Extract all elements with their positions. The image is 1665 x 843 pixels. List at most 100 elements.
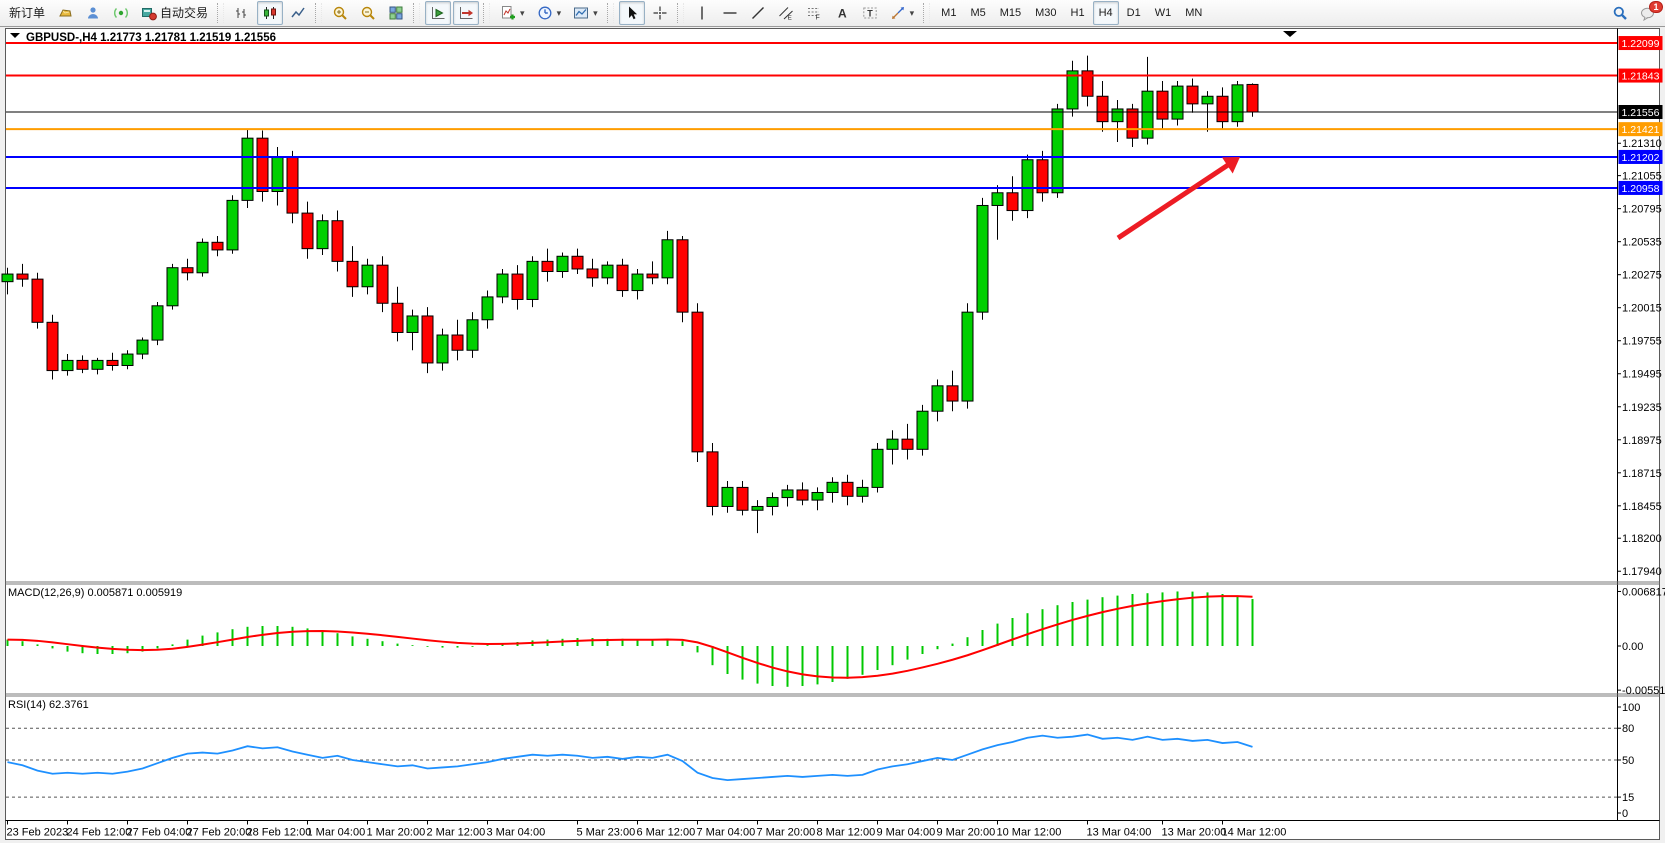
auto-scroll-icon: [430, 5, 446, 21]
time-tick-label: 3 Mar 04:00: [487, 827, 546, 839]
candle-body: [481, 296, 494, 321]
chart-shift-marker-icon[interactable]: [1283, 31, 1297, 37]
cursor-icon: [624, 5, 640, 21]
zoom-out-button[interactable]: [355, 1, 381, 25]
tf-m15-button[interactable]: M15: [994, 1, 1027, 25]
channel-button[interactable]: E: [773, 1, 799, 25]
price-badge-label: 1.21421: [1622, 124, 1660, 136]
candle-body: [571, 255, 584, 270]
candle-body: [616, 264, 629, 292]
candle-body: [361, 264, 374, 288]
bar-chart-button[interactable]: [229, 1, 255, 25]
new-order-button[interactable]: 新订单: [4, 1, 50, 25]
candle-body: [1171, 85, 1184, 120]
candle: [1201, 91, 1214, 132]
tf-m30-button[interactable]: M30: [1029, 1, 1062, 25]
text-button[interactable]: A: [829, 1, 855, 25]
price-badge: 1.20958: [1618, 180, 1663, 195]
candle: [226, 195, 239, 254]
time-tick-label: 8 Mar 12:00: [817, 827, 876, 839]
candle: [1021, 154, 1034, 219]
tile-windows-button[interactable]: [383, 1, 409, 25]
price-badge-label: 1.20958: [1622, 183, 1660, 195]
tf-mn-button[interactable]: MN: [1179, 1, 1208, 25]
main-toolbar: 新订单 自动交易 ▾ ▾ ▾ E F A T ▾ M1 M5 M15 M30 H1 H4 D1 W1 MN 1: [0, 0, 1665, 27]
toolbar-separator: [676, 3, 684, 23]
time-tick-label: 9 Mar 20:00: [937, 827, 996, 839]
tf-m15-button-label: M15: [999, 7, 1022, 19]
cursor-button[interactable]: [618, 1, 645, 25]
tf-h4-button[interactable]: H4: [1092, 1, 1119, 25]
candle: [151, 301, 164, 346]
time-tick-label: 9 Mar 04:00: [877, 827, 936, 839]
notifications-button[interactable]: 1: [1635, 1, 1663, 25]
time-tick-label: 2 Mar 12:00: [427, 827, 486, 839]
candle: [196, 238, 209, 277]
candle-body: [286, 156, 299, 214]
candle-body: [541, 260, 554, 273]
svg-text:A: A: [838, 7, 847, 21]
zoom-in-button[interactable]: [327, 1, 353, 25]
fibonacci-button[interactable]: F: [801, 1, 827, 25]
candle-body: [721, 486, 734, 507]
dropdown-arrow-icon[interactable]: ▾: [520, 7, 525, 18]
tf-h1-button-label: H1: [1070, 7, 1085, 19]
candles: [1, 55, 1259, 534]
tf-mn-button-label: MN: [1185, 7, 1203, 19]
candle: [871, 442, 884, 493]
candle-body: [1156, 90, 1169, 120]
market-watch-button[interactable]: [52, 1, 78, 25]
price-axis[interactable]: 1.21310 1.21055 1.20795 1.20535 1.20275 1.200…: [1618, 36, 1663, 578]
candle-body: [391, 302, 404, 333]
svg-text:F: F: [815, 15, 819, 22]
time-tick-label: 27 Feb 20:00: [187, 827, 252, 839]
candle: [481, 290, 494, 329]
line-chart-button[interactable]: [285, 1, 311, 25]
autotrading-button[interactable]: 自动交易: [136, 1, 213, 25]
candle-body: [961, 311, 974, 402]
candle: [91, 357, 104, 375]
price-chart-canvas[interactable]: GBPUSD-,H4 1.21773 1.21781 1.21519 1.215…: [0, 28, 1665, 843]
arrows-icon: [890, 5, 906, 21]
arrows-button[interactable]: ▾: [885, 1, 920, 25]
dropdown-arrow-icon[interactable]: ▾: [593, 7, 598, 18]
tf-h1-button[interactable]: H1: [1065, 1, 1091, 25]
tf-w1-button[interactable]: W1: [1149, 1, 1178, 25]
chart-shift-button[interactable]: [453, 1, 480, 25]
price-badge-bg: [1618, 105, 1663, 119]
candle-body: [1126, 108, 1139, 139]
text-label-button[interactable]: T: [857, 1, 883, 25]
candle: [16, 263, 29, 287]
tf-m1-button[interactable]: M1: [935, 1, 962, 25]
dropdown-arrow-icon[interactable]: ▾: [556, 7, 562, 18]
horizontal-line-button[interactable]: [717, 1, 743, 25]
trend-arrow-line[interactable]: [1116, 160, 1234, 241]
crosshair-button[interactable]: [647, 1, 673, 25]
candle-body: [76, 359, 89, 370]
chart-menu-triangle-icon[interactable]: [10, 33, 20, 38]
chart-title-text: GBPUSD-,H4 1.21773 1.21781 1.21519 1.215…: [26, 32, 276, 44]
candle-body: [1021, 159, 1034, 212]
trendline-button[interactable]: [745, 1, 771, 25]
candle: [241, 129, 254, 209]
tf-m5-button[interactable]: M5: [964, 1, 991, 25]
dropdown-arrow-icon[interactable]: ▾: [909, 7, 915, 18]
search-button[interactable]: [1607, 1, 1633, 25]
candlestick-chart-button[interactable]: [257, 1, 284, 25]
templates-button[interactable]: ▾: [568, 1, 603, 25]
trend-arrow[interactable]: [1116, 157, 1240, 241]
time-tick-label: 7 Mar 20:00: [757, 827, 816, 839]
tf-d1-button[interactable]: D1: [1121, 1, 1147, 25]
vertical-line-button[interactable]: [689, 1, 715, 25]
time-tick-label: 5 Mar 23:00: [577, 827, 636, 839]
signals-button[interactable]: [108, 1, 134, 25]
candle: [646, 261, 659, 285]
candle: [1216, 87, 1229, 130]
periods-button[interactable]: ▾: [532, 1, 567, 25]
community-button[interactable]: [80, 1, 106, 25]
indicators-button[interactable]: ▾: [495, 1, 530, 25]
candle: [421, 307, 434, 374]
auto-scroll-button[interactable]: [425, 1, 452, 25]
